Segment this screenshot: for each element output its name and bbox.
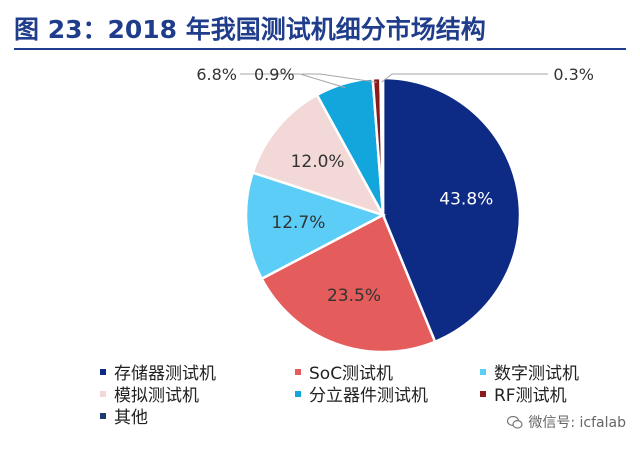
watermark-text: 微信号: icfalab — [528, 415, 626, 431]
pie-slice-digital — [244, 171, 387, 281]
slice-label-memory: 43.8% — [439, 190, 493, 210]
wechat-icon — [507, 415, 523, 429]
leader-line-other — [381, 73, 548, 83]
legend-label: SoC测试机 — [309, 364, 394, 384]
pie-slice-analog — [251, 93, 386, 218]
slice-label-rf: 0.9% — [254, 65, 295, 84]
leader-lines — [240, 73, 548, 89]
slice-label-discrete: 6.8% — [196, 65, 237, 84]
leader-line-discrete — [240, 73, 346, 89]
legend-label: RF测试机 — [494, 386, 567, 406]
slice-label-other: 0.3% — [553, 65, 594, 84]
pie-slice-memory — [381, 76, 522, 344]
legend-item-soc: SoC测试机 — [295, 364, 393, 384]
legend-label: 分立器件测试机 — [309, 386, 428, 406]
slice-label-analog: 12.0% — [291, 152, 345, 172]
legend-swatch — [100, 369, 106, 375]
legend-label: 其他 — [114, 408, 148, 428]
legend-label: 模拟测试机 — [114, 386, 199, 406]
legend-label: 存储器测试机 — [114, 364, 216, 384]
legend-label: 数字测试机 — [494, 364, 579, 384]
slice-label-digital: 12.7% — [271, 213, 325, 233]
pie-slice-other — [379, 76, 385, 216]
legend-swatch — [100, 413, 106, 419]
leader-line-rf — [302, 73, 377, 83]
legend-swatch — [480, 391, 486, 397]
chart-title: 图 23：2018 年我国测试机细分市场结构 — [14, 15, 486, 44]
slice-label-soc: 23.5% — [327, 286, 381, 306]
legend-swatch — [295, 391, 301, 397]
legend-item-other: 其他 — [100, 408, 148, 428]
legend-item-discrete: 分立器件测试机 — [295, 386, 428, 406]
legend-swatch — [100, 391, 106, 397]
legend-item-analog: 模拟测试机 — [100, 386, 199, 406]
pie-slices — [244, 76, 522, 354]
wechat-watermark: 微信号: icfalab — [507, 412, 626, 432]
legend-item-rf: RF测试机 — [480, 386, 567, 406]
legend-swatch — [295, 369, 301, 375]
legend-item-digital: 数字测试机 — [480, 364, 579, 384]
title-divider — [14, 48, 626, 50]
pie-slice-soc — [260, 213, 437, 354]
legend-item-memory: 存储器测试机 — [100, 364, 216, 384]
slice-labels: 43.8% 23.5% 12.7% 12.0% 6.8% 0.9% 0.3% — [196, 65, 594, 306]
legend-swatch — [480, 369, 486, 375]
